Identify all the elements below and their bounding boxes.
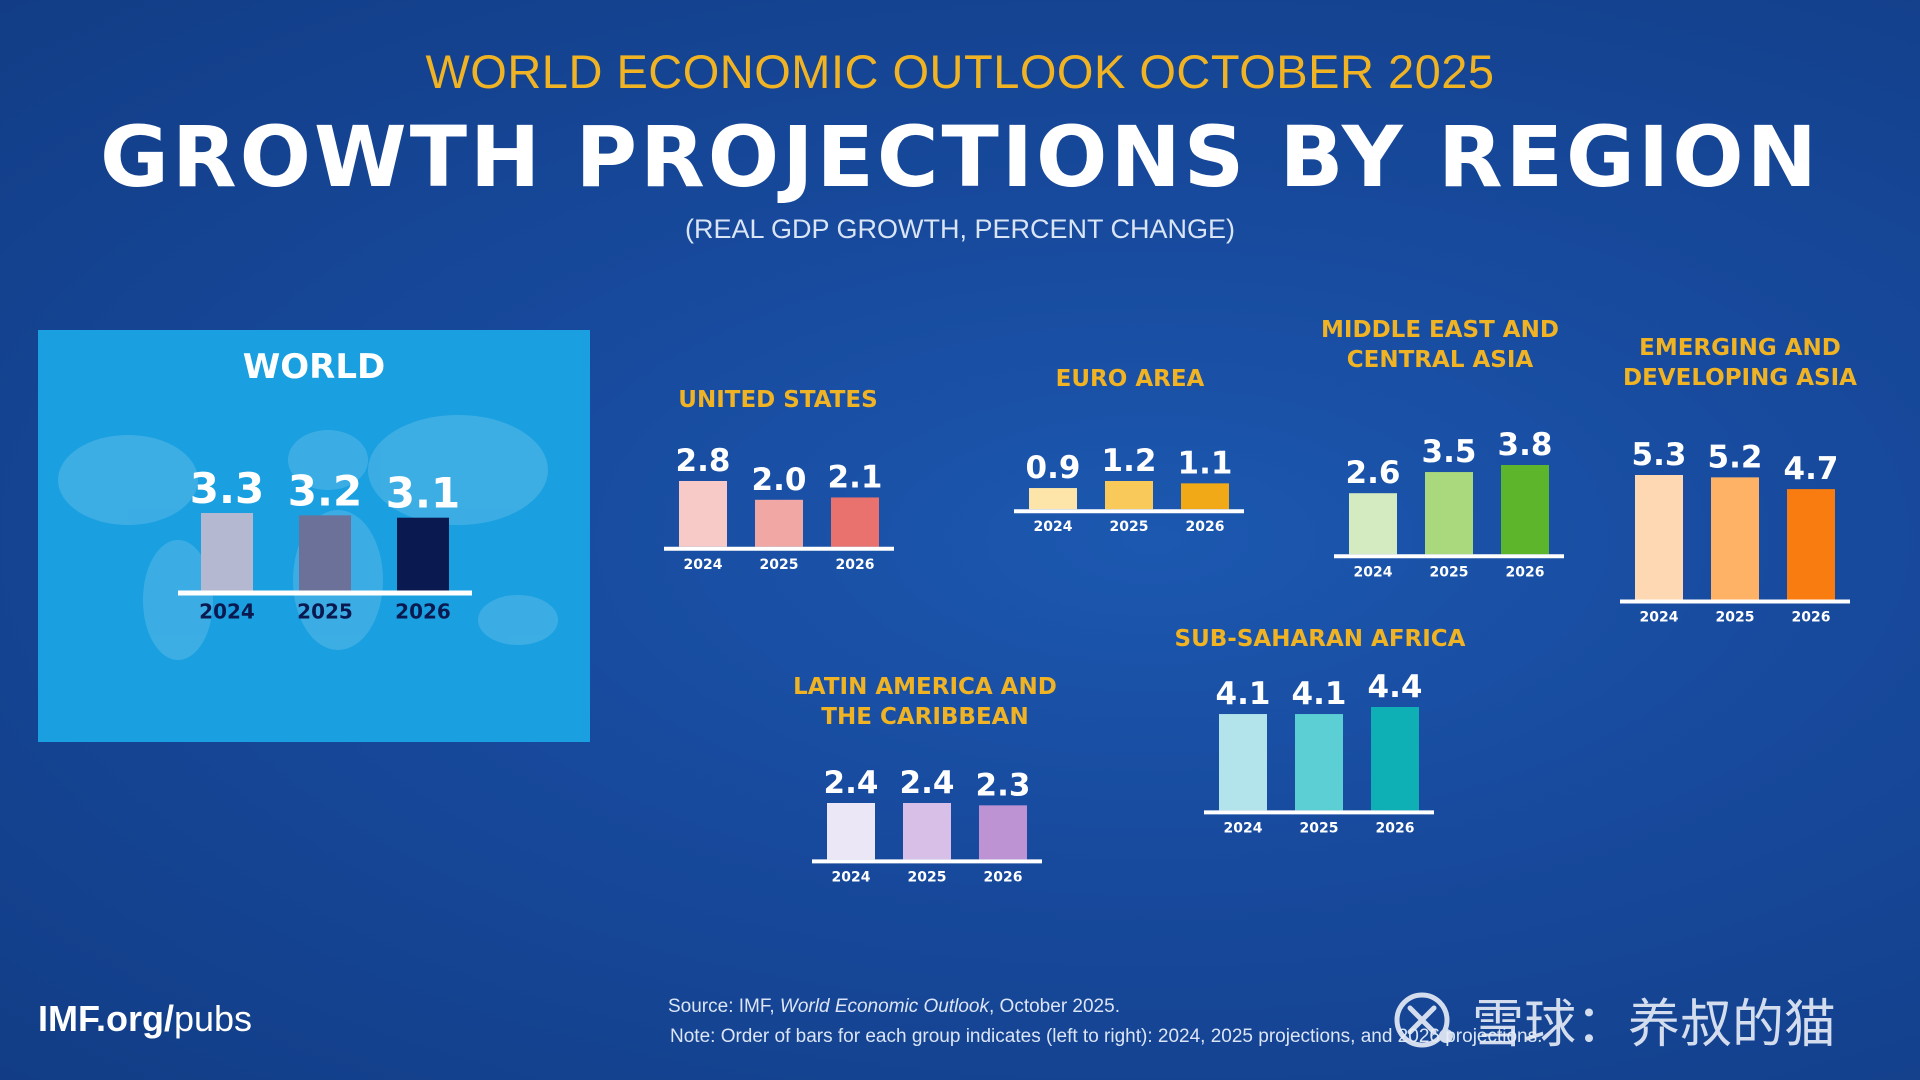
euro-value-label-2024: 0.9: [1026, 450, 1081, 486]
page-title: GROWTH PROJECTIONS BY REGION: [100, 108, 1820, 206]
euro-value-label-2026: 1.1: [1178, 445, 1233, 481]
meca-value-label-2026: 3.8: [1498, 427, 1553, 463]
world-bar-2024: [201, 512, 254, 591]
ssa-value-label-2025: 4.1: [1292, 676, 1347, 712]
us-year-label-2025: 2025: [760, 557, 799, 573]
meca-year-label-2024: 2024: [1354, 564, 1393, 580]
eda-value-label-2026: 4.7: [1784, 451, 1839, 487]
euro-value-label-2025: 1.2: [1102, 443, 1157, 479]
ssa-value-label-2026: 4.4: [1368, 669, 1423, 705]
us-value-label-2026: 2.1: [828, 459, 883, 495]
lac-value-label-2025: 2.4: [900, 765, 955, 801]
world-value-label-2026: 3.1: [386, 469, 460, 518]
us-bar-2025: [755, 499, 803, 547]
page-subtitle: (REAL GDP GROWTH, PERCENT CHANGE): [684, 214, 1236, 244]
imf-pubs-link[interactable]: IMF.org/pubs: [38, 998, 252, 1040]
watermark-text: 雪球：养叔的猫: [1472, 995, 1837, 1055]
ssa-chart: 4.1 2024 4.1 2025 4.4 2026: [1204, 669, 1434, 836]
eda-chart: 5.3 2024 5.2 2025 4.7 2026: [1620, 437, 1850, 626]
us-chart: 2.8 2024 2.0 2025 2.1 2026: [664, 443, 894, 573]
eda-year-label-2026: 2026: [1792, 610, 1831, 626]
lac-value-label-2026: 2.3: [976, 767, 1031, 803]
ssa-bar-2026: [1370, 706, 1419, 811]
meca-value-label-2024: 2.6: [1346, 455, 1401, 491]
meca-bar-2025: [1425, 472, 1473, 555]
lac-year-label-2024: 2024: [832, 869, 871, 885]
eda-value-label-2025: 5.2: [1708, 439, 1763, 475]
watermark: 雪球：养叔的猫: [1392, 982, 1836, 1057]
source-label: Source: IMF,: [668, 996, 780, 1017]
meca-bar-2026: [1500, 464, 1549, 555]
lac-bar-2026: [978, 805, 1027, 860]
meca-year-label-2025: 2025: [1430, 564, 1469, 580]
eda-year-label-2025: 2025: [1716, 610, 1755, 626]
world-bar-2025: [299, 515, 351, 591]
lac-bar-2025: [903, 802, 951, 860]
meca-value-label-2025: 3.5: [1422, 434, 1477, 470]
world-year-label-2025: 2025: [297, 600, 353, 624]
ssa-value-label-2024: 4.1: [1216, 676, 1271, 712]
ssa-bar-2024: [1219, 714, 1268, 811]
world-panel: [38, 330, 590, 742]
us-value-label-2024: 2.8: [676, 443, 731, 479]
meca-year-label-2026: 2026: [1506, 564, 1545, 580]
us-bar-2026: [830, 497, 879, 547]
eda-year-label-2024: 2024: [1640, 610, 1679, 626]
source-date: , October 2025.: [989, 996, 1120, 1017]
lac-value-label-2024: 2.4: [824, 765, 879, 801]
euro-year-label-2024: 2024: [1034, 519, 1073, 535]
euro-bar-2026: [1180, 483, 1229, 510]
euro-year-label-2026: 2026: [1186, 519, 1225, 535]
lac-year-label-2025: 2025: [908, 869, 947, 885]
world-chart: 3.3 2024 3.2 2025 3.1 2026: [178, 464, 472, 624]
us-year-label-2026: 2026: [836, 557, 875, 573]
ssa-title: SUB-SAHARAN AFRICA: [1174, 626, 1466, 652]
ssa-bar-2025: [1295, 714, 1343, 811]
meca-title: MIDDLE EAST AND CENTRAL ASIA: [1321, 317, 1559, 373]
lac-year-label-2026: 2026: [984, 869, 1023, 885]
meca-chart: 2.6 2024 3.5 2025 3.8 2026: [1334, 427, 1564, 580]
us-year-label-2024: 2024: [684, 557, 723, 573]
eda-value-label-2024: 5.3: [1632, 437, 1687, 473]
ssa-year-label-2024: 2024: [1224, 820, 1263, 836]
world-bar-2026: [396, 517, 449, 591]
euro-bar-2024: [1029, 488, 1078, 510]
lac-bar-2024: [827, 802, 876, 860]
us-title: UNITED STATES: [678, 387, 878, 413]
snowball-logo-icon: [1394, 992, 1453, 1047]
euro-chart: 0.9 2024 1.2 2025 1.1 2026: [1014, 443, 1244, 535]
us-value-label-2025: 2.0: [752, 462, 807, 498]
imf-link-path: pubs: [173, 998, 253, 1039]
ssa-year-label-2025: 2025: [1300, 820, 1339, 836]
eda-bar-2025: [1711, 477, 1759, 600]
us-bar-2024: [679, 480, 728, 547]
pre-title: WORLD ECONOMIC OUTLOOK OCTOBER 2025: [425, 45, 1495, 98]
meca-bar-2024: [1349, 493, 1398, 555]
euro-bar-2025: [1105, 480, 1153, 510]
euro-year-label-2025: 2025: [1110, 519, 1149, 535]
source-note: Source: IMF, World Economic Outlook, Oct…: [668, 996, 1120, 1018]
world-year-label-2026: 2026: [395, 600, 451, 624]
euro-title: EURO AREA: [1055, 366, 1205, 392]
eda-bar-2026: [1786, 489, 1835, 600]
lac-chart: 2.4 2024 2.4 2025 2.3 2026: [812, 765, 1042, 885]
imf-link-domain: IMF.org/: [38, 998, 174, 1039]
ssa-year-label-2026: 2026: [1376, 820, 1415, 836]
world-value-label-2024: 3.3: [190, 464, 264, 513]
source-publication: World Economic Outlook: [779, 996, 989, 1017]
lac-title: LATIN AMERICA AND THE CARIBBEAN: [793, 674, 1057, 730]
world-year-label-2024: 2024: [199, 600, 255, 624]
bar-order-note: Note: Order of bars for each group indic…: [670, 1026, 1543, 1047]
eda-title: EMERGING AND DEVELOPING ASIA: [1623, 335, 1857, 391]
world-value-label-2025: 3.2: [288, 466, 362, 515]
world-title: WORLD: [242, 347, 386, 387]
eda-bar-2024: [1635, 474, 1684, 600]
